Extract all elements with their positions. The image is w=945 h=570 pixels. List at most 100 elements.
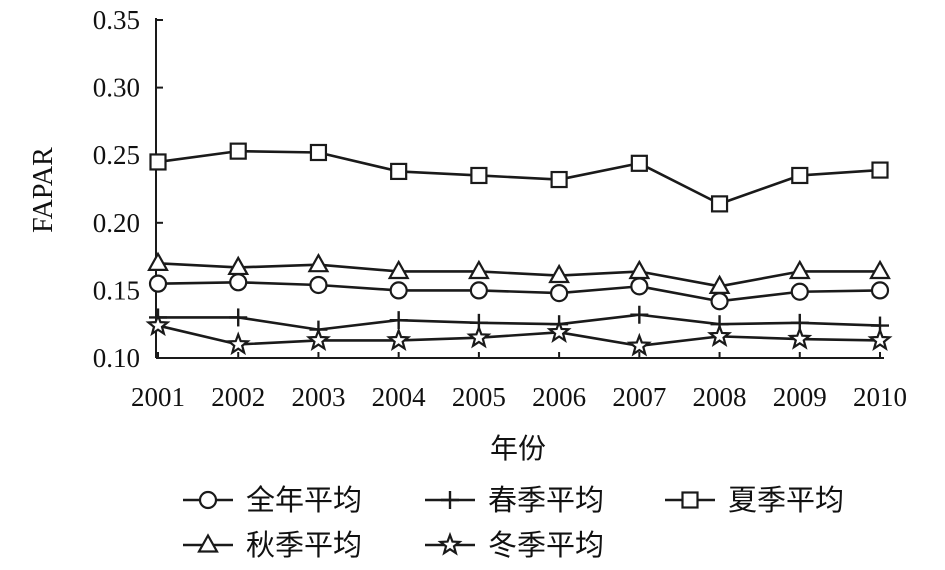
data-point (469, 281, 488, 300)
legend-label: 夏季平均 (728, 484, 844, 517)
data-point (227, 255, 250, 276)
data-point (229, 273, 248, 292)
legend-item: 春季平均 (425, 484, 604, 517)
star-shape (437, 531, 463, 556)
data-point (790, 282, 809, 301)
circle-shape (550, 284, 569, 303)
triangle-shape (468, 259, 490, 280)
square-shape (229, 142, 247, 160)
x-tick-label: 2002 (211, 382, 265, 412)
circle-shape (630, 277, 649, 296)
triangle-shape (197, 533, 219, 553)
data-point (229, 142, 247, 160)
data-point (630, 305, 649, 324)
x-tick-label: 2001 (131, 382, 185, 412)
x-tick-label: 2009 (773, 382, 827, 412)
circle-shape (198, 490, 218, 510)
data-point (628, 259, 651, 280)
data-point (225, 331, 251, 356)
data-point (630, 154, 648, 172)
star-shape (867, 327, 893, 352)
series-points-2 (149, 142, 889, 213)
legend-square-marker-icon (681, 491, 699, 509)
star-shape (546, 319, 572, 343)
data-point (869, 259, 891, 280)
square-shape (309, 143, 328, 162)
star-shape (305, 327, 331, 352)
data-point (871, 161, 889, 179)
legend-item: 全年平均 (183, 484, 362, 517)
data-point (466, 324, 492, 349)
data-point (307, 252, 330, 273)
data-point (870, 281, 890, 300)
data-point (550, 170, 568, 189)
data-point (867, 327, 893, 352)
circle-shape (229, 273, 248, 292)
x-tick-label: 2003 (291, 382, 345, 412)
data-point (386, 327, 412, 352)
y-tick-label: 0.35 (93, 5, 140, 35)
square-shape (681, 491, 699, 509)
circle-shape (710, 292, 729, 311)
square-shape (630, 154, 648, 172)
triangle-shape (869, 259, 891, 280)
y-tick-label: 0.30 (93, 73, 140, 103)
circle-shape (148, 274, 168, 293)
legend-plus-marker-icon (441, 491, 459, 509)
star-shape (787, 325, 813, 350)
circle-shape (870, 281, 890, 300)
data-point (788, 259, 811, 280)
circle-shape (790, 282, 809, 301)
x-axis-label: 年份 (490, 433, 546, 465)
x-tick-label: 2006 (532, 382, 586, 412)
data-point (147, 251, 169, 271)
square-shape (791, 166, 809, 185)
series-line-1 (158, 313, 881, 331)
square-shape (390, 162, 408, 181)
data-point (787, 325, 813, 350)
series-points-4 (145, 312, 893, 357)
circle-shape (389, 281, 408, 300)
data-point (710, 292, 729, 311)
triangle-shape (147, 251, 169, 271)
square-shape (871, 161, 889, 179)
data-point (550, 284, 569, 303)
data-point (149, 153, 167, 171)
legend-label: 秋季平均 (246, 529, 362, 562)
data-point (145, 312, 171, 337)
legend-label: 全年平均 (246, 484, 362, 517)
triangle-shape (227, 255, 250, 276)
data-point (309, 143, 328, 162)
data-point (626, 332, 652, 357)
data-point (309, 275, 328, 295)
y-tick-label: 0.20 (93, 208, 140, 238)
square-shape (470, 166, 488, 185)
y-tick-label: 0.25 (93, 140, 140, 170)
triangle-shape (387, 259, 410, 280)
circle-shape (469, 281, 488, 300)
circle-shape (309, 275, 328, 295)
series-line-0 (157, 280, 881, 303)
data-point (390, 162, 408, 181)
x-tick-label: 2010 (853, 382, 907, 412)
x-tick-label: 2004 (372, 382, 427, 412)
series-line-4 (157, 324, 881, 348)
star-shape (626, 332, 652, 357)
data-point (468, 259, 490, 280)
legend-circle-marker-icon (198, 490, 218, 510)
series-layer (145, 142, 893, 357)
star-shape (466, 324, 492, 349)
y-tick-label: 0.15 (93, 275, 140, 305)
series-points-3 (147, 251, 891, 294)
data-point (707, 323, 733, 348)
triangle-shape (708, 274, 731, 294)
star-shape (707, 323, 733, 348)
x-tick-label: 2005 (452, 382, 506, 412)
square-shape (550, 170, 568, 189)
y-axis-label: FAPAR (28, 147, 59, 233)
legend-triangle-marker-icon (197, 533, 219, 553)
data-point (148, 274, 168, 293)
series-line-3 (157, 262, 880, 288)
triangle-shape (307, 252, 330, 273)
